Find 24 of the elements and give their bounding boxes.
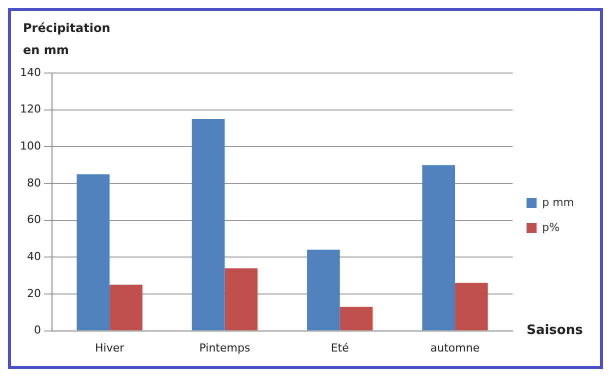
y-tick-label: 20 (26, 286, 41, 300)
x-axis-title: Saisons (526, 323, 584, 338)
y-tick-label: 80 (26, 176, 41, 190)
y-tick-label: 100 (20, 140, 41, 153)
x-tick-label: Eté (330, 341, 350, 354)
y-tick-label: 120 (20, 102, 41, 116)
bar (76, 174, 110, 330)
bar (307, 250, 340, 330)
x-tick-label: Hiver (95, 341, 125, 354)
x-tick-label: automne (430, 341, 480, 354)
y-tick-label: 60 (26, 213, 41, 226)
y-axis-title: Précipitation en mm (23, 21, 110, 58)
bar (455, 282, 488, 330)
bar (340, 306, 373, 330)
bar (110, 284, 142, 330)
bar (224, 268, 258, 330)
y-tick-label: 40 (26, 250, 41, 263)
y-tick-label: 0 (34, 324, 41, 337)
bar (422, 165, 456, 330)
legend-label: p% (542, 220, 560, 234)
x-tick-label: Pintemps (199, 341, 250, 354)
y-tick-label: 140 (20, 66, 41, 79)
bar (192, 119, 225, 330)
legend-label: p mm (542, 196, 574, 209)
